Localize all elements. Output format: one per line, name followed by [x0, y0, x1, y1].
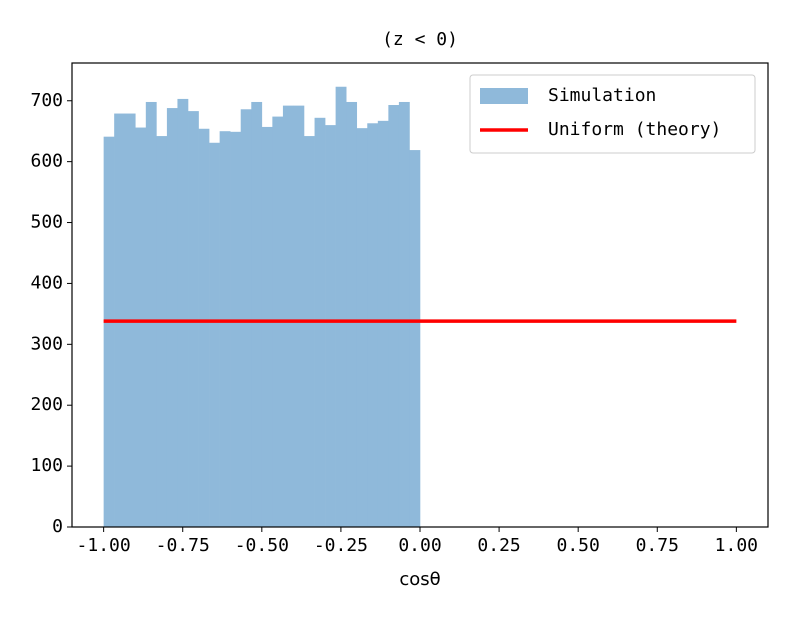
- y-tick-label: 500: [30, 212, 63, 233]
- bar: [398, 101, 410, 527]
- legend-label: Simulation: [548, 85, 656, 106]
- bar: [145, 101, 157, 527]
- x-tick-label: -0.75: [156, 535, 210, 556]
- x-tick-label: 1.00: [715, 535, 758, 556]
- x-tick-label: 0.25: [477, 535, 520, 556]
- bar: [282, 105, 294, 528]
- legend-label: Uniform (theory): [548, 119, 721, 140]
- x-tick-label: 0.00: [398, 535, 441, 556]
- bar: [240, 109, 252, 528]
- bar: [198, 128, 210, 527]
- y-tick-label: 100: [30, 455, 63, 476]
- legend-box: [469, 74, 756, 154]
- x-axis-label: cosθ: [399, 569, 440, 590]
- y-tick-label: 400: [30, 272, 63, 293]
- x-tick-label: -1.00: [77, 535, 131, 556]
- bar: [135, 127, 147, 527]
- bar: [251, 101, 263, 527]
- bar: [188, 111, 199, 528]
- x-tick-label: 0.50: [557, 535, 600, 556]
- bar: [261, 126, 273, 527]
- y-tick-label: 200: [30, 394, 63, 415]
- bar: [156, 136, 168, 527]
- legend-swatch: [480, 88, 528, 104]
- bar: [219, 131, 231, 528]
- bar: [293, 105, 305, 528]
- y-tick-label: 0: [52, 516, 63, 537]
- bar: [346, 101, 358, 527]
- chart-title: (z < 0): [382, 29, 458, 50]
- bar: [209, 142, 220, 527]
- bar: [166, 108, 178, 527]
- bar: [325, 125, 336, 528]
- bar: [356, 128, 368, 528]
- x-tick-label: 0.75: [636, 535, 679, 556]
- y-tick-label: 300: [30, 333, 63, 354]
- bar: [367, 123, 379, 528]
- bar: [335, 86, 347, 527]
- bar: [103, 136, 115, 527]
- bar: [409, 150, 421, 527]
- y-tick-label: 700: [30, 90, 63, 111]
- bar: [230, 131, 242, 527]
- x-tick-label: -0.50: [235, 535, 289, 556]
- y-tick-label: 600: [30, 151, 63, 172]
- bar: [377, 120, 389, 527]
- bar: [303, 136, 315, 527]
- bar: [177, 98, 189, 527]
- bar: [388, 105, 400, 527]
- x-tick-label: -0.25: [314, 535, 368, 556]
